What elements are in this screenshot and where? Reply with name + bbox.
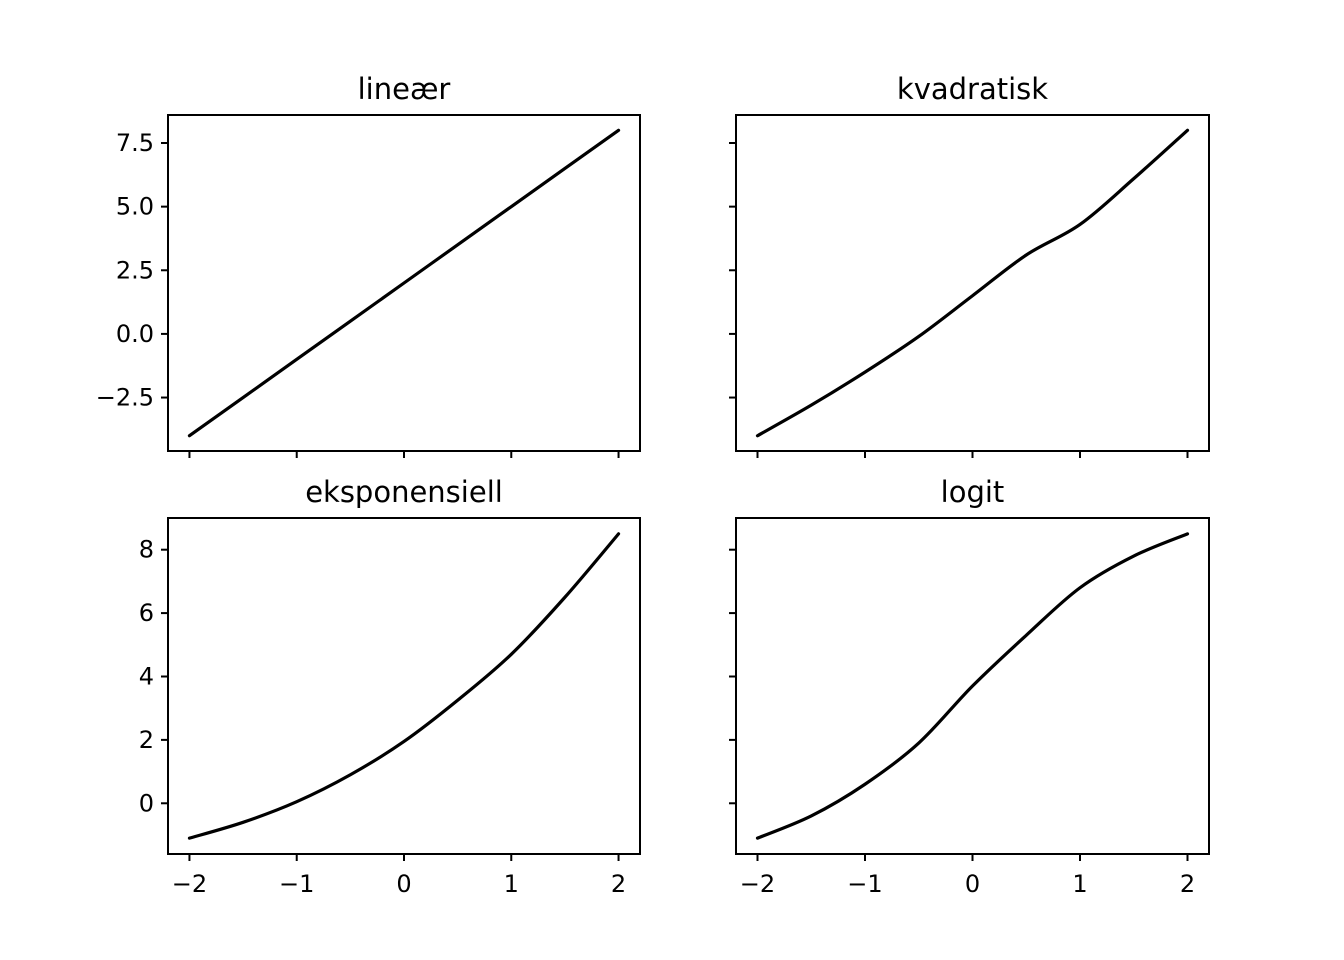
y-tick-label: 2 [139,726,154,754]
subplot-title: lineær [358,72,451,106]
x-tick-label: −1 [847,870,882,898]
series-line [187,128,621,438]
x-tick-label: 0 [396,870,411,898]
x-tick-label: 0 [965,870,980,898]
subplot-title: logit [941,475,1005,509]
series-line [187,532,621,840]
subplot-title: eksponensiell [305,475,503,509]
y-tick-label: 6 [139,599,154,627]
x-tick-label: 1 [504,870,519,898]
x-tick-label: 1 [1072,870,1087,898]
axes-frame [167,517,641,855]
axes-frame [167,114,641,452]
y-tick-label: 0.0 [116,320,154,348]
y-tick-label: −2.5 [96,384,154,412]
subplot-2: kvadratisk [729,72,1210,458]
y-tick-label: 8 [139,536,154,564]
x-tick-label: −2 [740,870,775,898]
subplot-title: kvadratisk [897,72,1048,106]
y-tick-label: 2.5 [116,256,154,284]
y-tick-label: 4 [139,662,154,690]
axes-frame [735,114,1210,452]
x-tick-label: −1 [279,870,314,898]
y-tick-label: 0 [139,789,154,817]
series-line [755,128,1190,438]
x-tick-label: 2 [1180,870,1195,898]
x-tick-label: 2 [611,870,626,898]
y-tick-label: 7.5 [116,129,154,157]
series-line [755,532,1190,840]
axes-frame [735,517,1210,855]
x-tick-label: −2 [172,870,207,898]
subplot-4: logit −2 −1 0 1 2 [729,475,1210,898]
subplot-1: lineær −2.5 0.0 2.5 5.0 7.5 [96,72,641,458]
y-tick-label: 5.0 [116,193,154,221]
subplot-3: eksponensiell −2 −1 0 1 2 0 2 4 6 8 [139,475,641,898]
